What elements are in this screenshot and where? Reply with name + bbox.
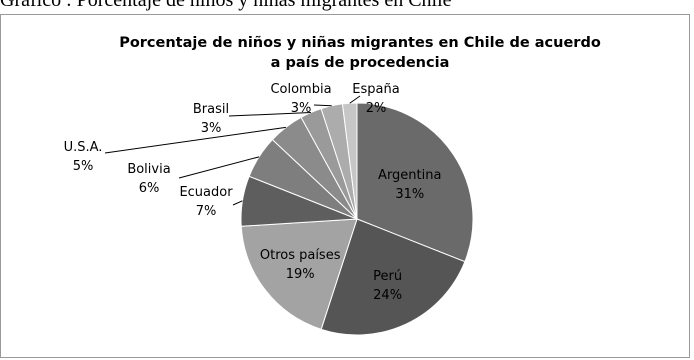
slice-value-bolivia: 6% (139, 181, 160, 196)
slice-value-argentina: 31% (395, 187, 424, 202)
slice-label-peru: Perú (373, 269, 402, 284)
pie-slice-peru (320, 218, 466, 336)
slice-value-ecuador: 7% (196, 204, 217, 219)
slice-label-bolivia: Bolivia (127, 162, 170, 177)
slice-label-espana: España (352, 82, 399, 97)
leader-line-colombia (313, 104, 332, 107)
leader-lines (104, 95, 361, 206)
page-heading: Gráfico : Porcentaje de niños y niñas mi… (0, 0, 452, 11)
slice-label-otros-paises: Otros países (260, 248, 341, 263)
pie-slices (240, 102, 474, 336)
slice-value-colombia: 3% (291, 101, 312, 116)
leader-line-u-s-a (104, 126, 286, 154)
pie-slice-argentina (356, 102, 474, 263)
slice-label-colombia: Colombia (270, 82, 331, 97)
leader-line-bolivia (178, 156, 260, 179)
chart-title-line-1: Porcentaje de niños y niñas migrantes en… (119, 35, 601, 51)
slice-label-brasil: Brasil (193, 102, 229, 117)
slice-label-argentina: Argentina (378, 168, 441, 183)
slice-value-brasil: 3% (201, 121, 222, 136)
slice-label-u-s-a: U.S.A. (64, 140, 103, 155)
leader-line-ecuador (232, 200, 243, 206)
slice-value-u-s-a: 5% (73, 159, 94, 174)
leader-line-espana (349, 95, 361, 104)
slice-value-otros-paises: 19% (286, 267, 315, 282)
slice-labels: Argentina 31% Perú 24% Otros países 19% Ecuado… (64, 82, 442, 303)
chart-title-line-2: a país de procedencia (271, 55, 450, 71)
chart-frame: Porcentaje de niños y niñas migrantes en… (0, 14, 690, 358)
slice-value-peru: 24% (373, 288, 402, 303)
pie-chart: Porcentaje de niños y niñas migrantes en… (64, 35, 601, 336)
leader-line-brasil (228, 112, 311, 117)
pie-slice-otros-paises (240, 218, 358, 330)
pie-slice-espana (341, 102, 358, 220)
slice-value-espana: 2% (366, 101, 387, 116)
slice-label-ecuador: Ecuador (179, 185, 233, 200)
